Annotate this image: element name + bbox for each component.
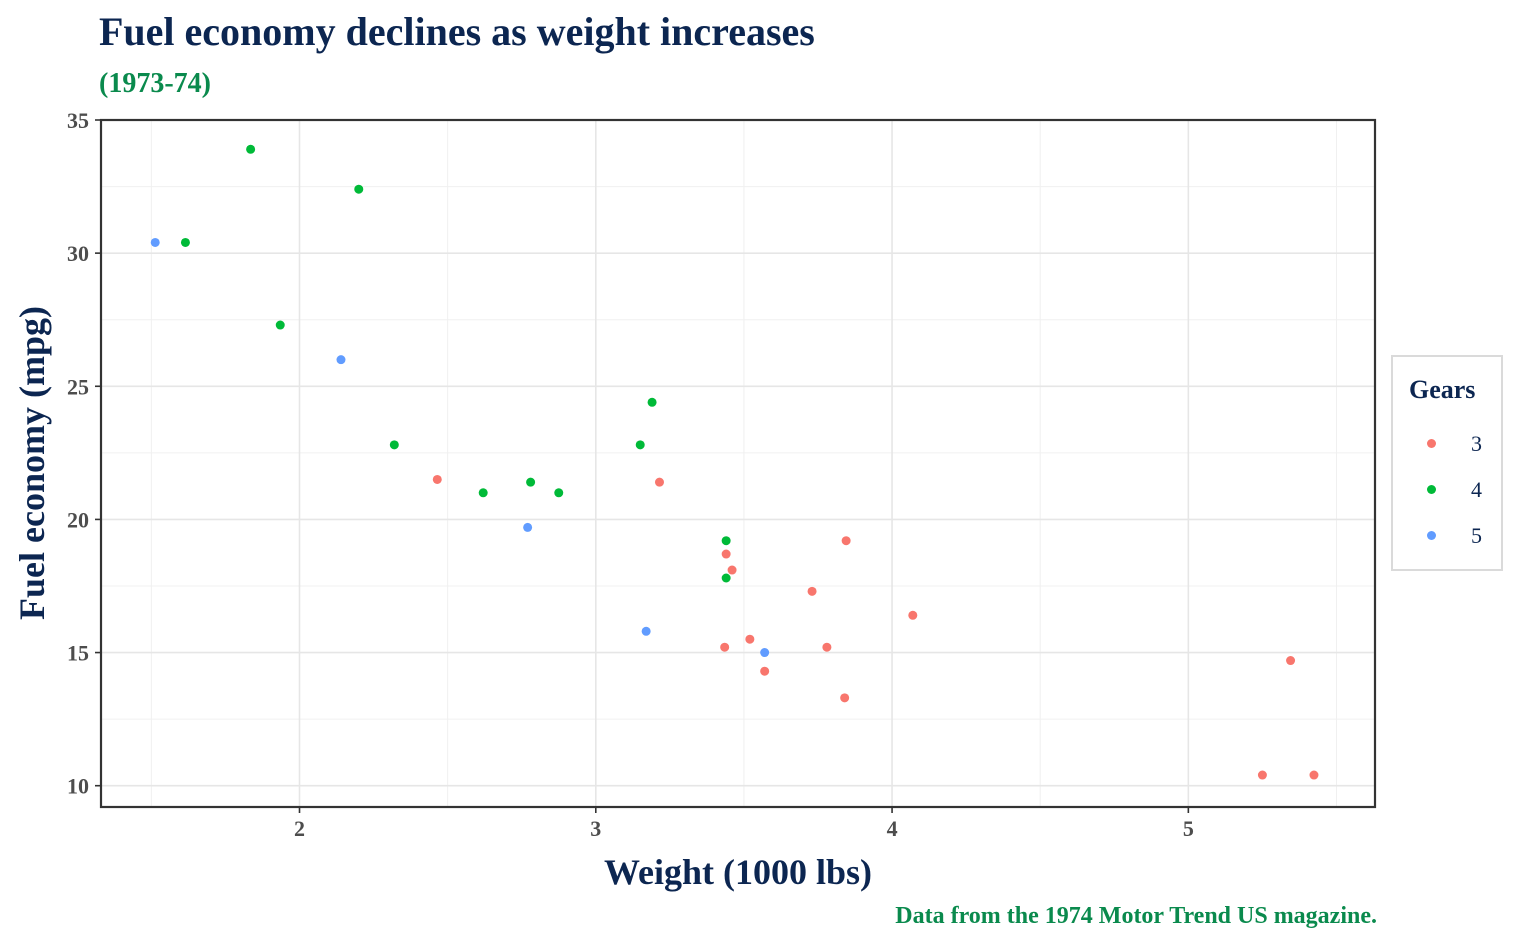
legend-label: 5 [1471,523,1482,548]
legend-dot [1427,485,1436,494]
legend-label: 3 [1471,431,1482,456]
data-point-gear-3 [1286,656,1296,666]
major-grid [101,119,1375,807]
legend-title: Gears [1409,375,1476,404]
legend-item-5: 5 [1393,521,1501,551]
y-tick-label: 30 [67,241,89,266]
data-point-gear-3 [1257,770,1267,780]
data-point-gear-4 [647,397,657,407]
panel-border [99,118,1377,809]
data-point-gear-3 [760,666,770,676]
data-point-gear-4 [721,536,731,546]
y-axis: 10 15 20 25 30 35 [67,108,101,799]
legend-label: 4 [1471,477,1482,502]
legend-item-4: 4 [1393,475,1501,505]
y-tick-label: 15 [67,641,89,666]
data-point-gear-4 [635,440,645,450]
data-point-gear-3 [908,610,918,620]
legend-dot [1427,439,1436,448]
legend-dot [1427,531,1436,540]
data-point-gear-3 [720,642,730,652]
data-point-gear-3 [822,642,832,652]
data-point-gear-4 [354,184,364,194]
data-point-gear-5 [641,626,651,636]
data-point-gear-3 [654,477,664,487]
data-point-gear-5 [760,648,770,658]
data-point-gear-4 [275,320,285,330]
data-point-gear-5 [523,522,533,532]
y-tick-label: 10 [67,774,89,799]
data-point-gear-3 [432,474,442,484]
minor-grid [101,120,1375,807]
data-point-gear-5 [336,355,346,365]
data-point-gear-4 [180,237,190,247]
x-axis: 2 3 4 5 [294,807,1194,841]
data-point-gear-3 [841,536,851,546]
data-point-gear-3 [727,565,737,575]
data-point-gear-4 [554,488,564,498]
data-point-gear-3 [807,586,817,596]
y-tick-label: 20 [67,507,89,532]
x-tick-label: 5 [1183,816,1194,841]
data-point-gear-3 [1309,770,1319,780]
data-point-gear-4 [526,477,536,487]
chart-caption: Data from the 1974 Motor Trend US magazi… [895,903,1377,929]
chart-subtitle: (1973-74) [99,68,211,99]
data-point-gear-4 [246,144,256,154]
x-axis-label: Weight (1000 lbs) [604,852,872,892]
y-axis-label: Fuel economy (mpg) [12,306,52,620]
x-tick-label: 2 [294,816,305,841]
data-point-gear-3 [840,693,850,703]
data-point-gear-4 [721,573,731,583]
legend: Gears 3 4 5 [1391,355,1503,571]
x-tick-label: 4 [887,816,898,841]
data-point-gear-4 [389,440,399,450]
chart-title: Fuel economy declines as weight increase… [99,9,815,54]
data-point-gear-3 [721,549,731,559]
y-tick-label: 25 [67,374,89,399]
data-point-gear-3 [745,634,755,644]
data-points [150,144,1319,780]
data-point-gear-4 [478,488,488,498]
legend-item-3: 3 [1393,429,1501,459]
y-tick-label: 35 [67,108,89,133]
data-point-gear-5 [150,237,160,247]
x-tick-label: 3 [590,816,601,841]
